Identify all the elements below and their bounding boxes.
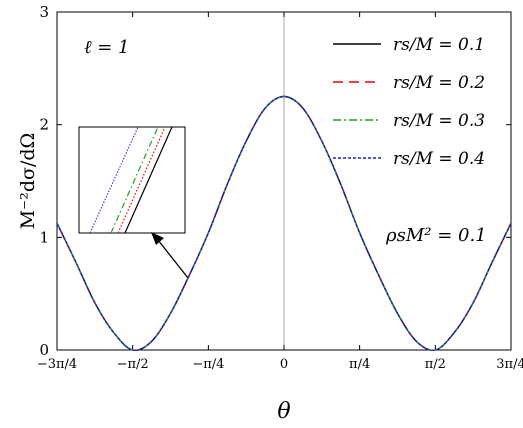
legend-label-1: rs/M = 0.1	[393, 35, 485, 55]
legend: rs/M = 0.1 rs/M = 0.2 rs/M = 0.3 rs/M = 0.4	[333, 35, 485, 169]
x-tick-label: π/4	[349, 357, 370, 372]
legend-label-4: rs/M = 0.4	[393, 149, 485, 169]
annotation-rho: ρsM² = 0.1	[385, 225, 487, 246]
series-line-3	[56, 95, 512, 351]
x-tick-label: −π/4	[192, 357, 224, 372]
legend-label-3: rs/M = 0.3	[393, 111, 485, 131]
inset-arrow-head	[151, 232, 164, 245]
inset-frame	[78, 126, 186, 234]
legend-label-2: rs/M = 0.2	[393, 73, 485, 93]
y-tick-labels: 0 1 2 3	[39, 3, 49, 359]
inset-line-rs-03	[110, 126, 159, 234]
x-tick-label: −π/2	[117, 357, 149, 372]
annotation-ell: ℓ = 1	[84, 37, 129, 58]
x-tick-label: −3π/4	[37, 357, 77, 372]
x-tick-label: 0	[280, 357, 288, 372]
tick-marks	[56, 11, 512, 351]
x-axis-label: θ	[277, 399, 290, 424]
inset-line-rs-04	[89, 126, 139, 234]
y-tick-label: 0	[39, 341, 49, 359]
zoom-inset	[78, 126, 186, 234]
series-lines	[56, 95, 512, 351]
x-tick-label: 3π/4	[496, 357, 523, 372]
x-tick-labels: −3π/4 −π/2 −π/4 0 π/4 π/2 3π/4	[37, 357, 523, 372]
y-tick-label: 2	[39, 116, 49, 134]
x-tick-label: π/2	[425, 357, 446, 372]
y-tick-label: 3	[39, 3, 49, 21]
y-axis-label: M⁻²dσ/dΩ	[17, 133, 39, 230]
inset-arrow	[157, 239, 189, 279]
inset-line-rs-01	[124, 126, 173, 234]
y-tick-label: 1	[39, 228, 49, 246]
